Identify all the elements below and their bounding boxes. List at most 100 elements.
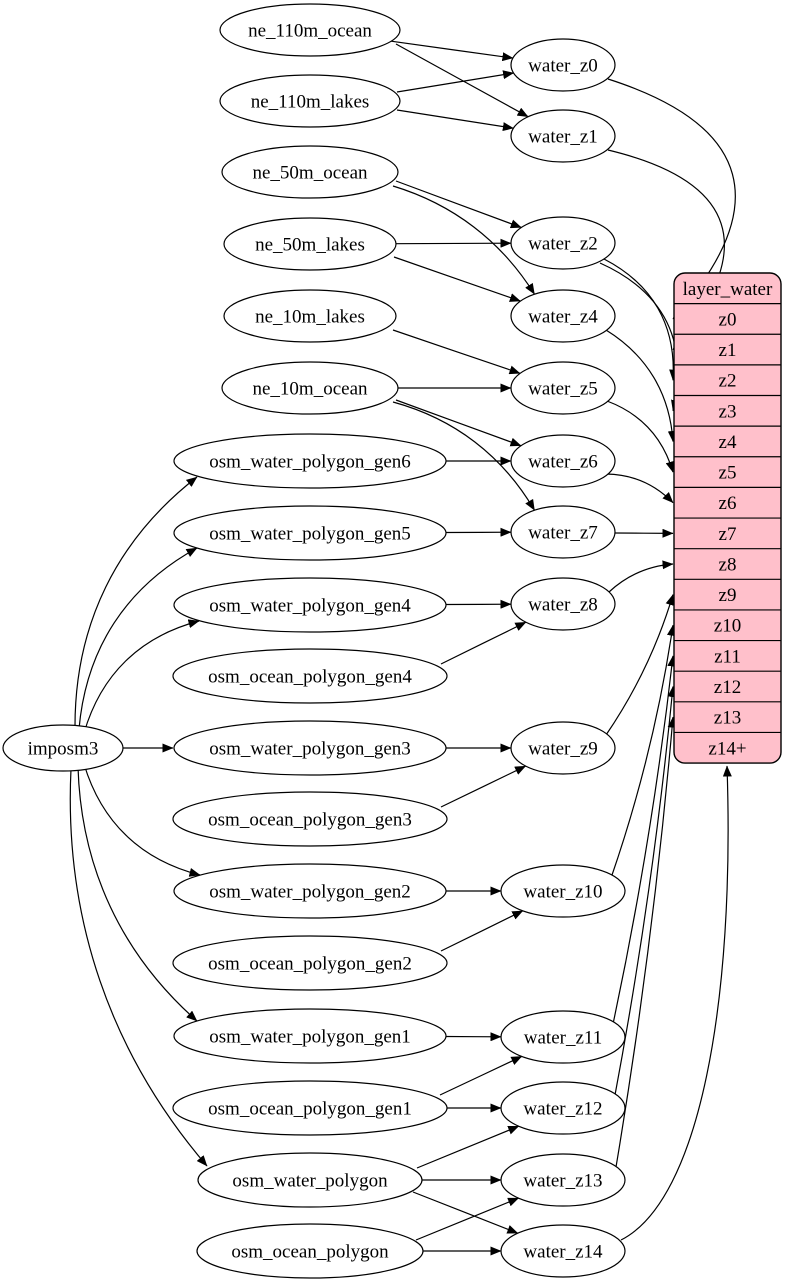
edge-ne_10m_lakes-water_z5: [392, 329, 521, 375]
node-water_z10: water_z10: [500, 864, 626, 918]
edge-ne_50m_ocean-water_z2: [395, 180, 522, 229]
node-osm_water_polygon_gen5: osm_water_polygon_gen5: [173, 505, 447, 561]
edge-water_z11-row-z11: [612, 655, 677, 1025]
table-row-z8: z8: [719, 554, 737, 575]
node-osm_ocean_polygon_gen3-label: osm_ocean_polygon_gen3: [208, 810, 412, 831]
node-ne_50m_lakes-label: ne_50m_lakes: [255, 235, 365, 256]
node-water_z10-label: water_z10: [523, 882, 602, 903]
node-osm_water_polygon_gen4: osm_water_polygon_gen4: [173, 577, 447, 633]
table-row-z13: z13: [714, 708, 741, 729]
table-row-z10: z10: [714, 616, 741, 637]
edge-imposm3-osm_water_polygon: [69, 768, 208, 1167]
node-water_z5: water_z5: [510, 361, 616, 415]
node-water_z12: water_z12: [500, 1081, 626, 1135]
edge-water_z6-row-z6: [605, 473, 674, 504]
node-ne_50m_lakes: ne_50m_lakes: [223, 217, 397, 271]
node-osm_water_polygon_gen2-label: osm_water_polygon_gen2: [209, 882, 411, 903]
node-water_z13-label: water_z13: [523, 1171, 602, 1192]
node-water_z4-label: water_z4: [528, 307, 598, 328]
node-ne_110m_lakes: ne_110m_lakes: [219, 74, 401, 128]
node-osm_ocean_polygon_gen4-ellipse: [172, 648, 448, 704]
edge-layer: [69, 40, 736, 1256]
node-ne_10m_lakes-label: ne_10m_lakes: [255, 307, 365, 328]
edge-water_z8-row-z8: [608, 560, 674, 593]
node-water_z13: water_z13: [500, 1153, 626, 1207]
table-row-z0: z0: [719, 309, 737, 330]
node-ne_10m_lakes: ne_10m_lakes: [223, 289, 397, 343]
node-water_z12-ellipse: [500, 1081, 626, 1135]
node-water_z1-ellipse: [510, 109, 616, 163]
node-water_z2-label: water_z2: [528, 234, 598, 255]
node-osm_ocean_polygon-ellipse: [196, 1223, 424, 1279]
node-ne_110m_ocean-label: ne_110m_ocean: [248, 21, 372, 42]
node-osm_water_polygon-ellipse: [197, 1152, 423, 1208]
edge-osm_water_polygon-water_z12: [416, 1125, 520, 1169]
node-osm_water_polygon_gen6-ellipse: [173, 433, 447, 489]
node-osm_water_polygon_gen1-label: osm_water_polygon_gen1: [209, 1027, 411, 1048]
node-osm_water_polygon_gen2: osm_water_polygon_gen2: [173, 863, 447, 919]
layer-water-table: layer_water z0 z1 z2 z3 z4 z5 z6 z7 z8 z9 z10 z11 z12…: [673, 272, 782, 764]
edge-water_z14-row-z14+: [620, 765, 732, 1241]
edge-osm_water_polygon-water_z14: [412, 1191, 519, 1234]
node-water_z14-label: water_z14: [523, 1242, 603, 1263]
node-ne_110m_lakes-ellipse: [219, 74, 401, 128]
node-water_z12-label: water_z12: [523, 1099, 602, 1120]
node-osm_ocean_polygon_gen1: osm_ocean_polygon_gen1: [172, 1080, 448, 1136]
node-water_z2: water_z2: [510, 216, 616, 270]
edge-ne_50m_ocean-water_z4: [392, 185, 536, 295]
node-water_z7-label: water_z7: [528, 523, 598, 544]
node-water_z6: water_z6: [510, 434, 616, 488]
node-osm_ocean_polygon_gen2-label: osm_ocean_polygon_gen2: [208, 954, 412, 975]
node-water_z9-ellipse: [510, 721, 616, 775]
table-row-z5: z5: [719, 463, 737, 484]
table-row-z6: z6: [719, 493, 737, 514]
edge-ne_110m_lakes-water_z0: [396, 70, 515, 93]
node-layer: ne_110m_ocean ne_110m_lakes ne_50m_oceanne…: [2, 3, 626, 1279]
node-osm_water_polygon_gen2-ellipse: [173, 863, 447, 919]
node-osm_ocean_polygon_gen1-ellipse: [172, 1080, 448, 1136]
node-water_z0: water_z0: [510, 38, 616, 92]
node-ne_110m_ocean: ne_110m_ocean: [219, 3, 401, 57]
edge-ne_50m_lakes-water_z2: [395, 238, 512, 248]
node-osm_ocean_polygon_gen4-label: osm_ocean_polygon_gen4: [208, 667, 412, 688]
node-water_z8-label: water_z8: [528, 595, 598, 616]
node-water_z2-ellipse: [510, 216, 616, 270]
edge-imposm3-osm_water_polygon_gen2: [83, 763, 201, 877]
table-row-z3: z3: [719, 401, 737, 422]
node-imposm3-ellipse: [2, 724, 124, 772]
node-water_z6-label: water_z6: [528, 452, 598, 473]
node-water_z13-ellipse: [500, 1153, 626, 1207]
edge-ne_10m_ocean-water_z6: [395, 399, 522, 447]
node-osm_water_polygon_gen1: osm_water_polygon_gen1: [173, 1008, 447, 1064]
node-water_z6-ellipse: [510, 434, 616, 488]
edge-water_z13-row-z13: [615, 716, 677, 1168]
table-row-z9: z9: [719, 585, 737, 606]
edge-ne_50m_lakes-water_z4: [393, 256, 521, 302]
node-osm_water_polygon_gen3-ellipse: [173, 720, 447, 776]
edge-osm_ocean_polygon_gen1-water_z11: [439, 1055, 523, 1096]
edge-imposm3-osm_water_polygon_gen4: [83, 619, 200, 734]
node-ne_50m_ocean-ellipse: [221, 145, 399, 199]
edge-ne_110m_ocean-water_z0: [391, 40, 514, 62]
node-water_z8: water_z8: [510, 577, 616, 631]
node-osm_water_polygon_gen3-label: osm_water_polygon_gen3: [209, 739, 411, 760]
node-osm_water_polygon_gen6-label: osm_water_polygon_gen6: [209, 452, 411, 473]
node-water_z9: water_z9: [510, 721, 616, 775]
node-osm_ocean_polygon-label: osm_ocean_polygon: [231, 1242, 389, 1263]
node-water_z14-ellipse: [500, 1224, 626, 1278]
layer-water-table-header: layer_water: [683, 279, 773, 300]
edge-osm_ocean_polygon_gen3-water_z9: [440, 765, 527, 808]
table-row-z2: z2: [719, 371, 737, 392]
node-water_z8-ellipse: [510, 577, 616, 631]
node-water_z14: water_z14: [500, 1224, 626, 1278]
table-row-z7: z7: [719, 524, 737, 545]
node-ne_50m_ocean: ne_50m_ocean: [221, 145, 399, 199]
edge-osm_ocean_polygon_gen2-water_z10: [440, 910, 524, 952]
edge-imposm3-osm_water_polygon_gen6: [74, 476, 198, 728]
edge-water_z2-row-z2: [603, 258, 679, 381]
node-imposm3: imposm3: [2, 724, 124, 772]
edge-water_z9-row-z9: [605, 594, 675, 736]
node-osm_water_polygon_gen4-label: osm_water_polygon_gen4: [209, 596, 411, 617]
table-row-z12: z12: [714, 677, 741, 698]
